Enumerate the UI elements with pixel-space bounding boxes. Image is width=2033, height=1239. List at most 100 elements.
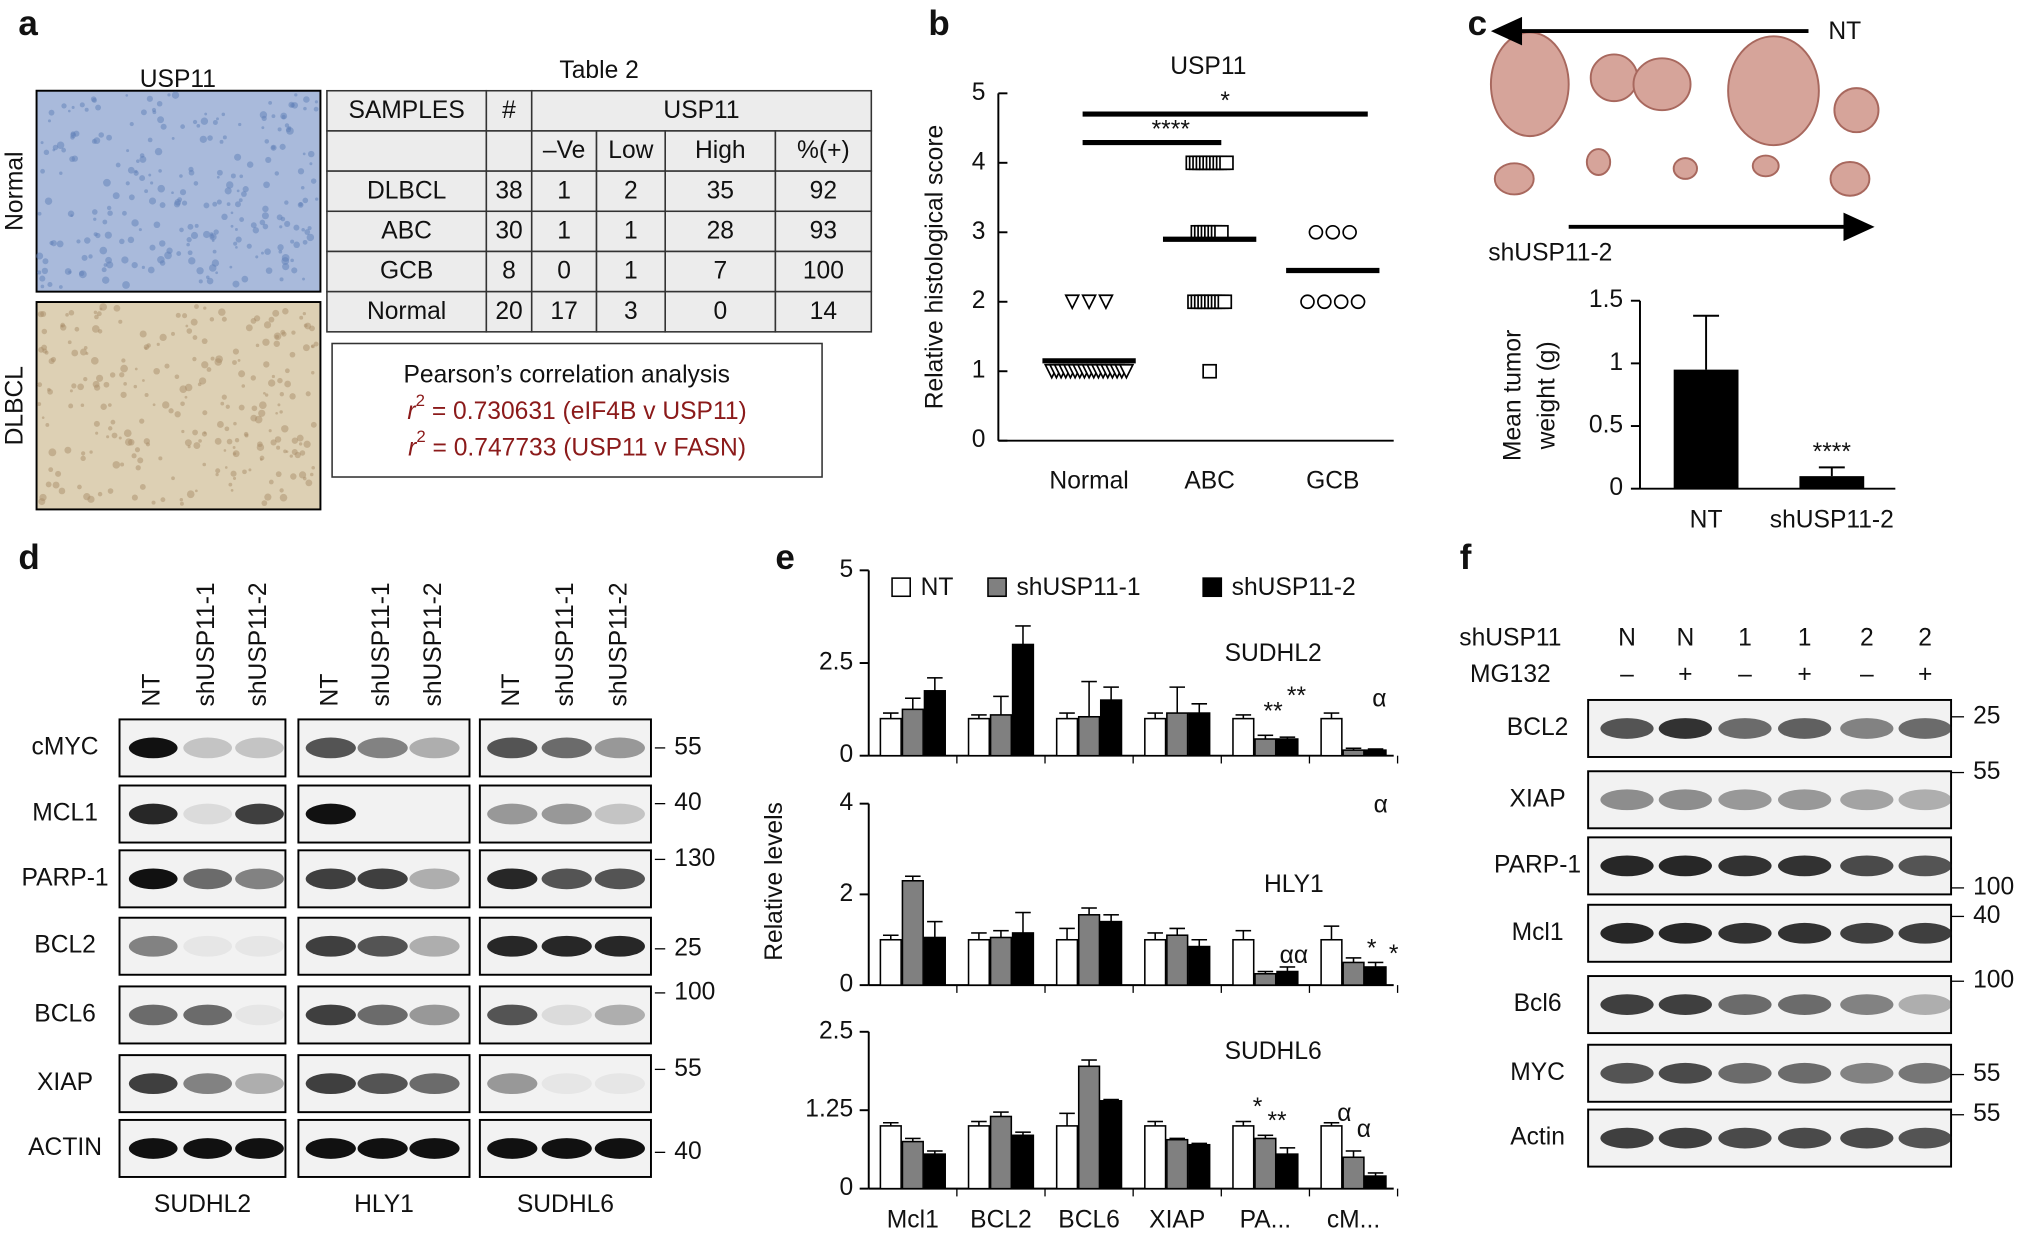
tissue-cell (176, 251, 182, 256)
tissue-cell (291, 102, 299, 109)
tissue-cell (198, 279, 203, 284)
tissue-cell (297, 201, 304, 208)
tissue-cell (181, 200, 188, 206)
x-tick-label: Mcl1 (887, 1207, 939, 1234)
tissue-cell (234, 228, 238, 231)
table-cell-text: 0 (713, 298, 727, 325)
tissue-cell (159, 240, 166, 247)
tissue-cell (265, 156, 272, 163)
band (409, 737, 460, 759)
tissue-cell (103, 381, 110, 388)
x-tick-label: BCL6 (1058, 1207, 1120, 1234)
bar (1276, 970, 1299, 986)
tissue-cell (248, 468, 252, 472)
tissue-cell (131, 494, 138, 501)
tissue-cell (120, 462, 125, 467)
band (1600, 855, 1654, 877)
tissue-cell (272, 309, 280, 317)
tissue-cell (250, 222, 257, 229)
bar (967, 717, 991, 757)
band (1898, 855, 1952, 877)
tissue-cell (291, 437, 299, 444)
band (305, 935, 356, 957)
band (1718, 789, 1772, 811)
y-tick-label: 3 (972, 218, 986, 245)
tissue-cell (121, 256, 129, 264)
y-tick-label: 1 (1609, 349, 1623, 376)
tissue-cell (162, 401, 170, 409)
annotation: α (1374, 792, 1388, 819)
tissue-cell (38, 498, 46, 506)
tissue-cell (226, 181, 234, 189)
marker-label: 55 (674, 1055, 701, 1082)
tissue-cell (44, 350, 49, 355)
protein-label: ACTIN (28, 1134, 102, 1161)
lane-label: – (1620, 661, 1634, 688)
y-tick-label: 0 (1609, 474, 1623, 501)
tissue-cell (139, 153, 145, 158)
band (128, 1138, 178, 1159)
annotation: **** (1813, 439, 1852, 466)
band (357, 1138, 408, 1159)
tissue-cell (186, 328, 193, 334)
tissue-cell (279, 225, 283, 229)
tissue-cell (310, 178, 317, 184)
tissue-cell (143, 438, 150, 445)
tissue-cell (93, 420, 100, 427)
tissue-cell (195, 489, 198, 493)
tissue-cell (48, 467, 54, 473)
tissue-cell (234, 438, 240, 443)
tissue-cell (56, 141, 65, 149)
cell-line-label: SUDHL6 (517, 1191, 614, 1218)
tissue-cell (254, 415, 263, 424)
tissue-cell (303, 440, 311, 448)
lane-label: shUSP11-1 (368, 582, 395, 706)
tissue-cell (279, 392, 284, 397)
band (305, 803, 356, 825)
tissue-cell (192, 429, 198, 436)
tissue-cell (242, 469, 247, 475)
tissue-cell (306, 233, 315, 242)
tissue-cell (95, 431, 99, 435)
x-tick-label: XIAP (1149, 1207, 1205, 1234)
band (1777, 922, 1832, 944)
bar (967, 938, 991, 986)
lane-label: 2 (1860, 625, 1874, 652)
tissue-cell (188, 169, 195, 176)
tissue-cell (94, 314, 99, 320)
tissue-cell (76, 239, 81, 244)
table-subheader: %(+) (797, 137, 850, 164)
tissue-cell (207, 135, 213, 141)
annotation: **** (1152, 116, 1191, 143)
table-cell-text: 1 (557, 177, 571, 204)
band (1777, 1127, 1832, 1149)
lane-label: 1 (1738, 625, 1752, 652)
tissue-cell (159, 202, 166, 208)
tissue-cell (127, 236, 135, 244)
tissue-cell (190, 318, 198, 326)
tissue-cell (315, 197, 319, 201)
tissue-cell (135, 465, 141, 471)
tissue-cell (209, 232, 214, 236)
annotation: α (1372, 685, 1386, 712)
band (1898, 994, 1952, 1015)
table-cell-text: 7 (713, 258, 727, 285)
tissue-cell (232, 446, 236, 449)
band (541, 935, 592, 957)
tissue-cell (268, 316, 275, 323)
tissue-cell (246, 243, 252, 249)
tissue-cell (236, 189, 240, 193)
tissue-cell (214, 437, 222, 445)
tissue-cell (71, 349, 79, 357)
protein-label: BCL6 (34, 1000, 96, 1027)
tissue-cell (109, 372, 116, 378)
chart-title: USP11 (1170, 53, 1246, 80)
protein-label: PARP-1 (22, 864, 109, 891)
table-cell (485, 250, 533, 293)
tissue-cell (144, 393, 149, 398)
tissue-cell (275, 411, 278, 415)
x-tick-label: NT (1690, 507, 1723, 534)
bar (1077, 1065, 1101, 1190)
band (1600, 1127, 1654, 1149)
tissue-cell (282, 307, 289, 315)
